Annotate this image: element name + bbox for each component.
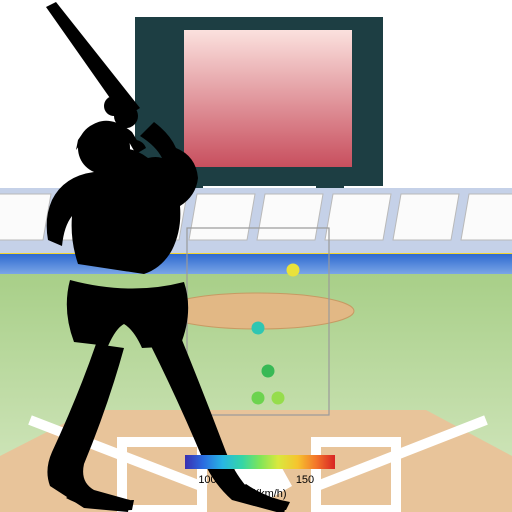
pitch-marker-1	[252, 322, 265, 335]
scoreboard-screen	[184, 30, 352, 167]
pitch-location-chart: 100 150 球速(km/h)	[0, 0, 512, 512]
speed-axis-label: 球速(km/h)	[233, 486, 286, 500]
stand-panel-7	[461, 194, 512, 240]
pitch-marker-3	[252, 392, 265, 405]
stand-panel-6	[393, 194, 459, 240]
pitch-marker-0	[287, 264, 300, 277]
speed-tick-0: 100	[198, 474, 216, 486]
stand-panel-5	[325, 194, 391, 240]
stand-panel-3	[189, 194, 255, 240]
speed-tick-1: 150	[296, 474, 314, 486]
stand-panel-4	[257, 194, 323, 240]
speed-colorbar	[185, 455, 335, 469]
pitch-marker-4	[272, 392, 285, 405]
stand-panel-0	[0, 194, 51, 240]
pitch-marker-2	[262, 365, 275, 378]
